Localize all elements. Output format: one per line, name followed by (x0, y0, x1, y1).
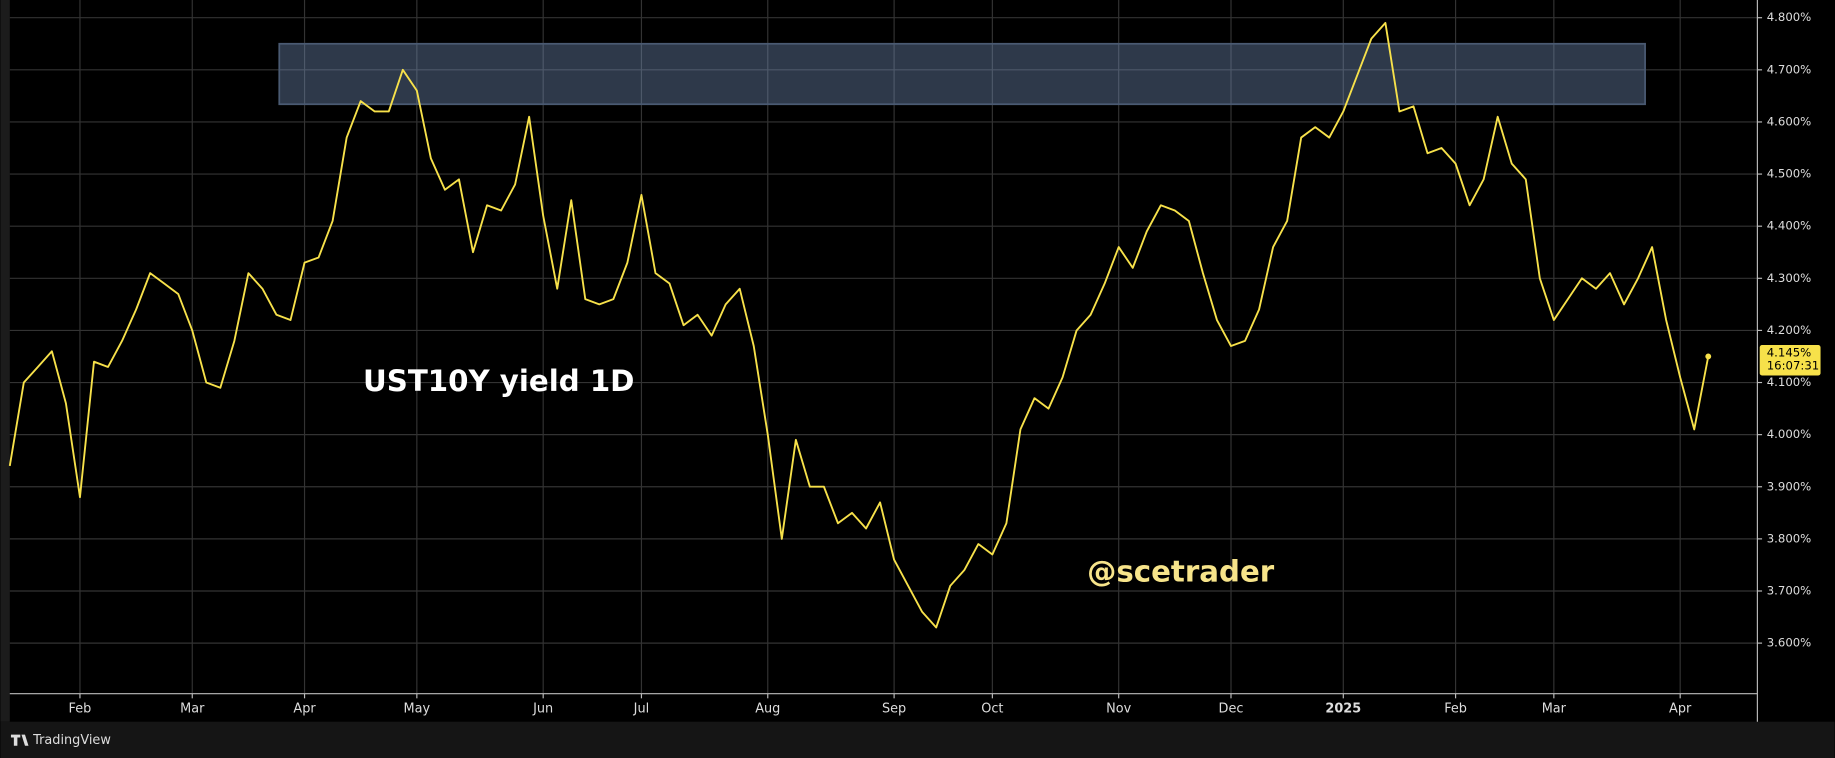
y-tick-label: 4.800% (1767, 10, 1812, 24)
x-tick-label: Feb (1444, 701, 1467, 716)
footer-bar (0, 721, 1835, 758)
last-price-box (1759, 345, 1821, 376)
y-tick-label: 3.900% (1767, 479, 1812, 493)
grid (9, 0, 1758, 694)
axes: 3.600% 3.700% 3.800% 3.900% 4.000% 4.100% 4.20… (69, 10, 1821, 716)
y-tick-label: 3.700% (1767, 583, 1812, 597)
logo (10, 734, 29, 746)
watermark: @scetrader (1087, 555, 1275, 589)
highlight-zone (278, 42, 1646, 106)
y-tick-label: 4.500% (1767, 167, 1812, 181)
y-tick-label: 4.600% (1767, 114, 1812, 128)
y-tick-label: 3.800% (1767, 531, 1812, 545)
branding: TradingView (10, 733, 111, 748)
last-point (1705, 353, 1712, 360)
price-line (8, 21, 1710, 629)
y-tick-label: 4.300% (1767, 271, 1812, 285)
x-tick-label: Mar (1542, 701, 1567, 716)
plot (8, 21, 1712, 629)
y-tick-label: 4.700% (1767, 62, 1812, 76)
x-tick-label: Sep (882, 701, 906, 716)
y-tick-label: 4.100% (1767, 375, 1812, 389)
last-price-label: 4.145% (1767, 346, 1812, 360)
x-tick-label: Mar (180, 701, 205, 716)
x-tick-label: Dec (1219, 701, 1244, 716)
x-tick-label: Apr (293, 701, 316, 716)
x-tick-label: Apr (1669, 701, 1692, 716)
x-tick-label: 2025 (1325, 701, 1361, 716)
y-tick-label: 4.400% (1767, 219, 1812, 233)
countdown-label: 16:07:31 (1767, 359, 1820, 373)
x-tick-label: Nov (1106, 701, 1131, 716)
x-tick-label: Jun (532, 701, 553, 716)
x-tick-label: Jul (633, 701, 650, 716)
x-tick-label: Feb (69, 701, 92, 716)
x-tick-label: Aug (755, 701, 780, 716)
chart-title: UST10Y yield 1D (363, 364, 634, 398)
y-tick-label: 3.600% (1767, 636, 1812, 650)
zone-layer (278, 42, 1646, 106)
x-tick-label: Oct (981, 701, 1003, 716)
x-tick-label: May (404, 701, 431, 716)
left-edge (0, 0, 10, 722)
y-tick-label: 4.000% (1767, 427, 1812, 441)
branding-text: TradingView (32, 733, 111, 748)
y-tick-label: 4.200% (1767, 323, 1812, 337)
